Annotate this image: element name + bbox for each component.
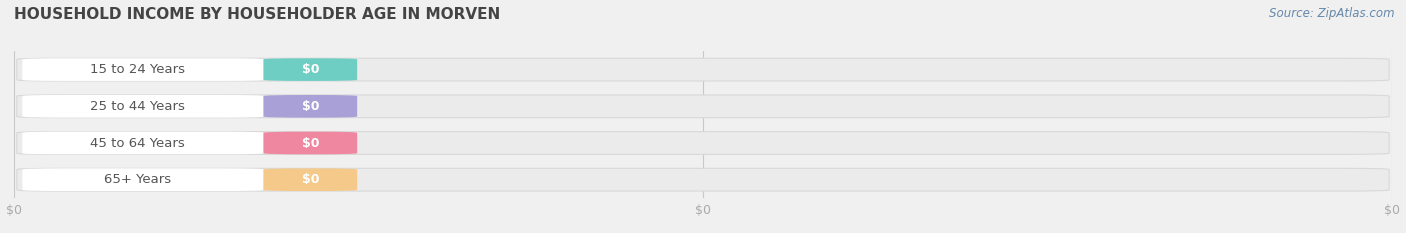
FancyBboxPatch shape <box>263 168 357 191</box>
FancyBboxPatch shape <box>22 168 263 191</box>
Text: $0: $0 <box>301 137 319 150</box>
FancyBboxPatch shape <box>22 132 263 154</box>
Text: HOUSEHOLD INCOME BY HOUSEHOLDER AGE IN MORVEN: HOUSEHOLD INCOME BY HOUSEHOLDER AGE IN M… <box>14 7 501 22</box>
FancyBboxPatch shape <box>263 95 357 118</box>
FancyBboxPatch shape <box>17 132 1389 154</box>
Text: $0: $0 <box>301 63 319 76</box>
Text: 45 to 64 Years: 45 to 64 Years <box>90 137 184 150</box>
Text: 25 to 44 Years: 25 to 44 Years <box>90 100 184 113</box>
FancyBboxPatch shape <box>263 58 357 81</box>
FancyBboxPatch shape <box>263 132 357 154</box>
Text: 65+ Years: 65+ Years <box>104 173 172 186</box>
Text: 15 to 24 Years: 15 to 24 Years <box>90 63 184 76</box>
Text: Source: ZipAtlas.com: Source: ZipAtlas.com <box>1270 7 1395 20</box>
FancyBboxPatch shape <box>17 58 1389 81</box>
FancyBboxPatch shape <box>22 58 263 81</box>
FancyBboxPatch shape <box>17 95 1389 118</box>
Text: $0: $0 <box>301 173 319 186</box>
FancyBboxPatch shape <box>22 95 263 118</box>
FancyBboxPatch shape <box>17 168 1389 191</box>
Text: $0: $0 <box>301 100 319 113</box>
